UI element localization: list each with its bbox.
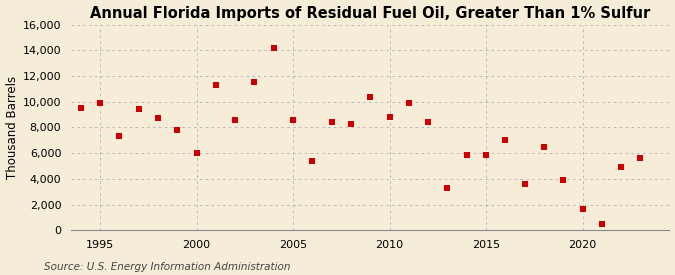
Point <box>423 120 433 125</box>
Point <box>635 156 646 161</box>
Point <box>519 182 530 186</box>
Point <box>211 83 221 87</box>
Point <box>481 152 491 157</box>
Point <box>307 159 318 163</box>
Point <box>616 165 626 170</box>
Point <box>153 116 163 121</box>
Point <box>597 222 608 226</box>
Point <box>462 152 472 157</box>
Point <box>133 107 144 112</box>
Point <box>249 80 260 85</box>
Point <box>269 45 279 50</box>
Point <box>346 122 356 126</box>
Point <box>172 128 183 132</box>
Point <box>577 207 588 211</box>
Point <box>95 101 105 105</box>
Point <box>365 94 376 99</box>
Point <box>539 145 549 149</box>
Point <box>76 106 86 110</box>
Title: Annual Florida Imports of Residual Fuel Oil, Greater Than 1% Sulfur: Annual Florida Imports of Residual Fuel … <box>90 6 651 21</box>
Point <box>230 117 240 122</box>
Point <box>326 120 337 125</box>
Point <box>114 134 125 139</box>
Text: Source: U.S. Energy Information Administration: Source: U.S. Energy Information Administ… <box>44 262 290 272</box>
Point <box>384 115 395 119</box>
Point <box>500 138 511 142</box>
Y-axis label: Thousand Barrels: Thousand Barrels <box>5 76 18 179</box>
Point <box>404 101 414 105</box>
Point <box>442 186 453 190</box>
Point <box>558 178 568 183</box>
Point <box>288 117 298 122</box>
Point <box>191 151 202 155</box>
